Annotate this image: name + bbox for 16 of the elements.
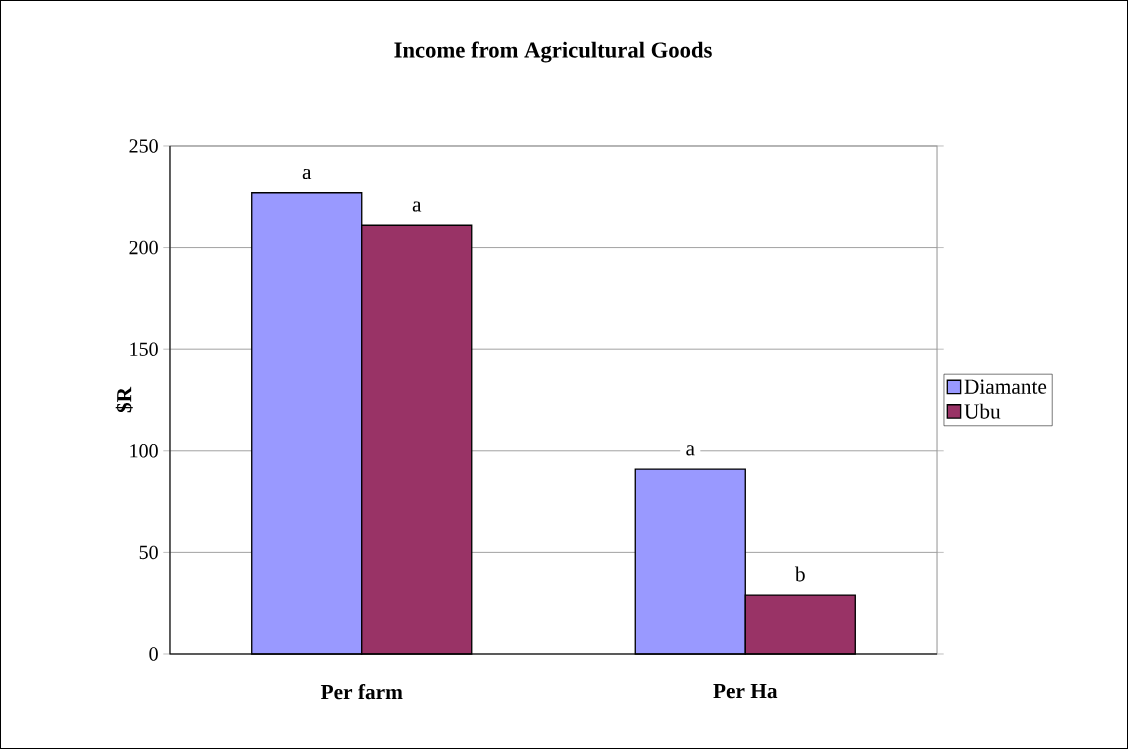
y-tick-label: 100 [130, 444, 158, 458]
x-tick-label: Per Ha [713, 684, 778, 699]
annotation: a [412, 201, 422, 212]
annotation: b [794, 566, 805, 582]
y-tick-label: 200 [129, 240, 158, 255]
y-tick-label: 250 [129, 139, 158, 153]
y-axis-title: $R [115, 386, 133, 413]
legend-label: Ubu [964, 403, 1001, 419]
x-tick-label: Per farm [320, 684, 403, 700]
annotation: a [302, 168, 312, 180]
y-tick-label: 150 [130, 342, 158, 356]
legend-label: Diamante [964, 379, 1047, 394]
y-tick-label: 0 [149, 647, 158, 661]
y-tick-label: 50 [139, 545, 158, 560]
annotation: a [686, 445, 695, 456]
chart-title: Income from Agricultural Goods [394, 41, 712, 63]
